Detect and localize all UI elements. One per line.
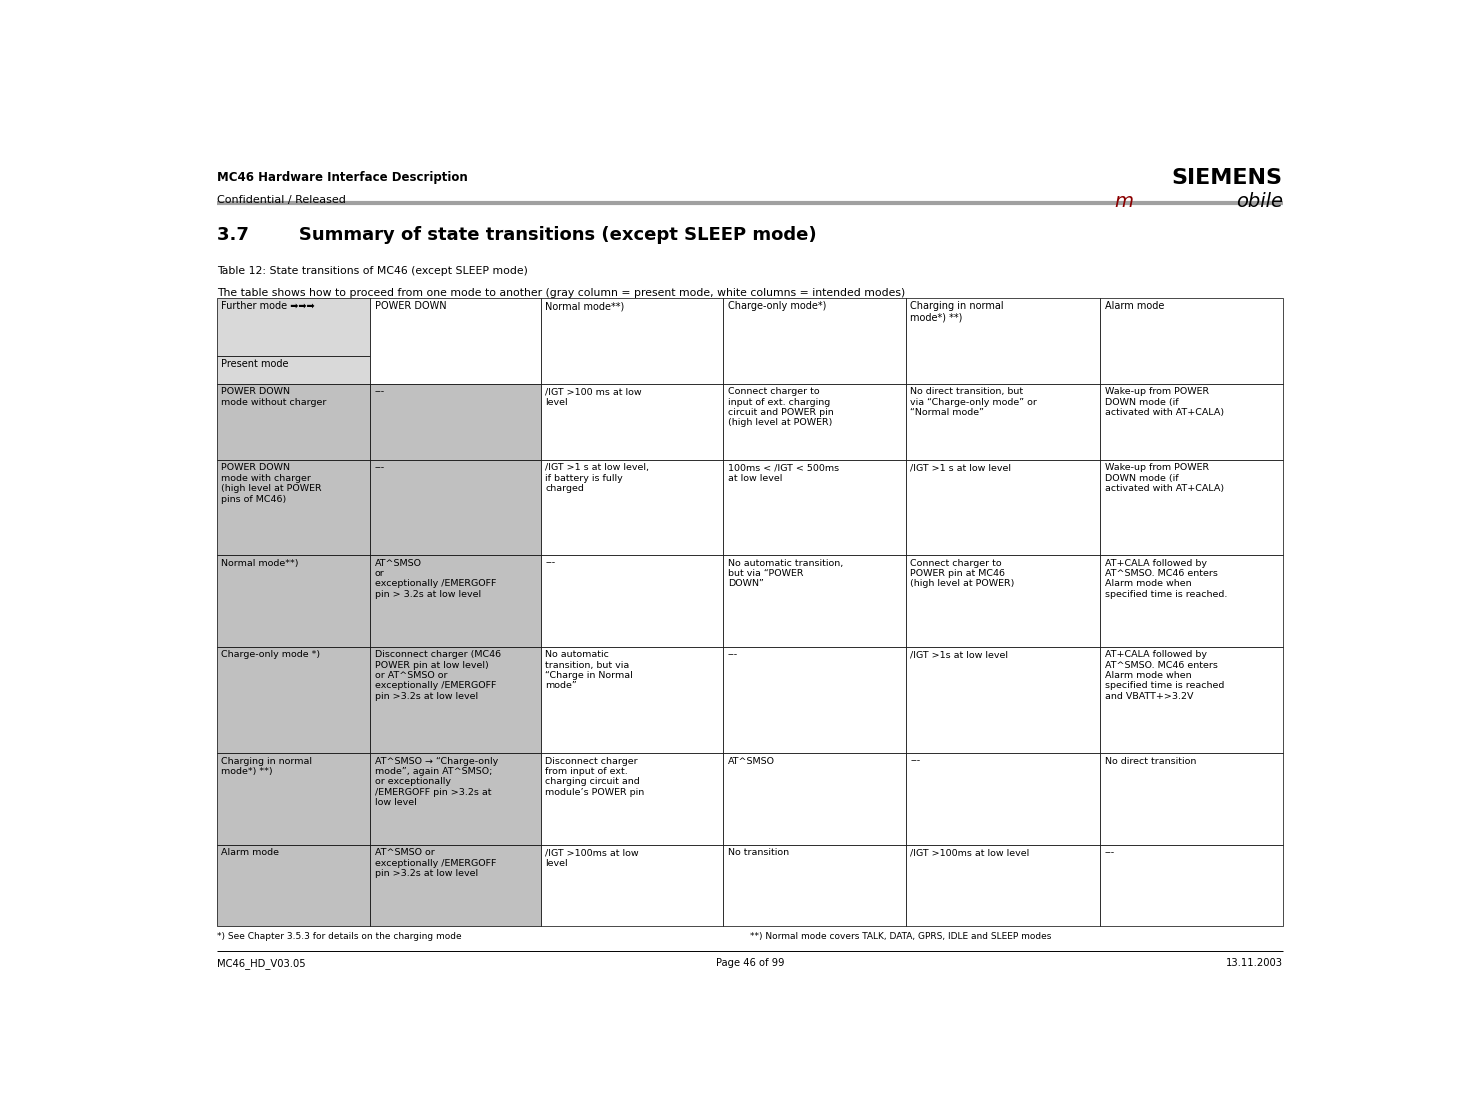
Text: obile: obile — [1236, 192, 1283, 211]
Bar — [1100, 555, 1283, 646]
Text: ---: --- — [910, 757, 920, 766]
Bar — [217, 383, 370, 460]
Text: /IGT >100ms at low
level: /IGT >100ms at low level — [546, 849, 639, 867]
Bar — [1100, 754, 1283, 845]
Bar — [217, 297, 370, 356]
Bar — [723, 845, 906, 926]
Bar — [906, 460, 1100, 555]
Text: Normal mode**): Normal mode**) — [546, 301, 625, 312]
Text: ---: --- — [1105, 849, 1115, 857]
Text: 100ms < /IGT < 500ms
at low level: 100ms < /IGT < 500ms at low level — [727, 463, 838, 483]
Text: No direct transition, but
via “Charge-only mode” or
“Normal mode”: No direct transition, but via “Charge-on… — [910, 387, 1037, 417]
Bar — [541, 460, 723, 555]
Bar — [541, 646, 723, 754]
Bar — [723, 297, 906, 383]
Bar — [370, 460, 541, 555]
Bar — [906, 845, 1100, 926]
Text: ---: --- — [375, 387, 385, 397]
Bar — [217, 356, 370, 383]
Text: No direct transition: No direct transition — [1105, 757, 1197, 766]
Bar — [541, 297, 723, 383]
Bar — [217, 460, 370, 555]
Bar — [1100, 845, 1283, 926]
Text: Page 46 of 99: Page 46 of 99 — [715, 958, 784, 968]
Text: /IGT >1s at low level: /IGT >1s at low level — [910, 650, 1008, 660]
Text: Alarm mode: Alarm mode — [1105, 301, 1165, 312]
Bar — [370, 555, 541, 646]
Text: MC46_HD_V03.05: MC46_HD_V03.05 — [217, 958, 306, 969]
Bar — [1100, 460, 1283, 555]
Bar — [1100, 297, 1283, 383]
Text: Normal mode**): Normal mode**) — [221, 558, 298, 568]
Text: Charge-only mode *): Charge-only mode *) — [221, 650, 320, 660]
Text: m: m — [1113, 192, 1132, 211]
Text: No transition: No transition — [727, 849, 789, 857]
Text: MC46 Hardware Interface Description: MC46 Hardware Interface Description — [217, 171, 468, 183]
Text: 13.11.2003: 13.11.2003 — [1226, 958, 1283, 968]
Text: /IGT >1 s at low level,
if battery is fully
charged: /IGT >1 s at low level, if battery is fu… — [546, 463, 650, 493]
Text: POWER DOWN
mode with charger
(high level at POWER
pins of MC46): POWER DOWN mode with charger (high level… — [221, 463, 322, 504]
Bar — [217, 845, 370, 926]
Text: /IGT >1 s at low level: /IGT >1 s at low level — [910, 463, 1011, 472]
Text: Further mode ➡➡➡: Further mode ➡➡➡ — [221, 301, 315, 312]
Bar — [217, 754, 370, 845]
Text: Alarm mode: Alarm mode — [221, 849, 279, 857]
Text: AT^SMSO or
exceptionally /EMERGOFF
pin >3.2s at low level: AT^SMSO or exceptionally /EMERGOFF pin >… — [375, 849, 496, 878]
Text: **) Normal mode covers TALK, DATA, GPRS, IDLE and SLEEP modes: **) Normal mode covers TALK, DATA, GPRS,… — [751, 933, 1050, 941]
Text: Charge-only mode*): Charge-only mode*) — [727, 301, 827, 312]
Text: POWER DOWN: POWER DOWN — [375, 301, 446, 312]
Text: /IGT >100 ms at low
level: /IGT >100 ms at low level — [546, 387, 642, 407]
Bar — [370, 646, 541, 754]
Text: AT^SMSO: AT^SMSO — [727, 757, 775, 766]
Bar — [541, 845, 723, 926]
Bar — [1100, 383, 1283, 460]
Text: Present mode: Present mode — [221, 359, 288, 369]
Bar — [541, 555, 723, 646]
Text: 3.7        Summary of state transitions (except SLEEP mode): 3.7 Summary of state transitions (except… — [217, 227, 816, 244]
Bar — [217, 555, 370, 646]
Text: Table 12: State transitions of MC46 (except SLEEP mode): Table 12: State transitions of MC46 (exc… — [217, 266, 528, 276]
Bar — [1100, 646, 1283, 754]
Text: Disconnect charger
from input of ext.
charging circuit and
module’s POWER pin: Disconnect charger from input of ext. ch… — [546, 757, 645, 797]
Text: Connect charger to
input of ext. charging
circuit and POWER pin
(high level at P: Connect charger to input of ext. chargin… — [727, 387, 834, 428]
Bar — [723, 754, 906, 845]
Bar — [217, 646, 370, 754]
Bar — [723, 460, 906, 555]
Text: AT^SMSO → “Charge-only
mode”, again AT^SMSO;
or exceptionally
/EMERGOFF pin >3.2: AT^SMSO → “Charge-only mode”, again AT^S… — [375, 757, 497, 808]
Bar — [723, 646, 906, 754]
Text: SIEMENS: SIEMENS — [1172, 168, 1283, 188]
Text: Wake-up from POWER
DOWN mode (if
activated with AT+CALA): Wake-up from POWER DOWN mode (if activat… — [1105, 387, 1225, 417]
Bar — [370, 845, 541, 926]
Bar — [906, 754, 1100, 845]
Text: POWER DOWN
mode without charger: POWER DOWN mode without charger — [221, 387, 326, 407]
Text: Confidential / Released: Confidential / Released — [217, 194, 345, 204]
Bar — [906, 555, 1100, 646]
Text: Wake-up from POWER
DOWN mode (if
activated with AT+CALA): Wake-up from POWER DOWN mode (if activat… — [1105, 463, 1225, 493]
Bar — [541, 754, 723, 845]
Text: Charging in normal
mode*) **): Charging in normal mode*) **) — [910, 301, 1004, 323]
Bar — [723, 555, 906, 646]
Text: Disconnect charger (MC46
POWER pin at low level)
or AT^SMSO or
exceptionally /EM: Disconnect charger (MC46 POWER pin at lo… — [375, 650, 500, 701]
Text: ---: --- — [546, 558, 556, 568]
Bar — [370, 754, 541, 845]
Text: AT+CALA followed by
AT^SMSO. MC46 enters
Alarm mode when
specified time is reach: AT+CALA followed by AT^SMSO. MC46 enters… — [1105, 650, 1225, 701]
Bar — [723, 383, 906, 460]
Text: ---: --- — [375, 463, 385, 472]
Text: Connect charger to
POWER pin at MC46
(high level at POWER): Connect charger to POWER pin at MC46 (hi… — [910, 558, 1015, 588]
Bar — [906, 297, 1100, 383]
Text: AT+CALA followed by
AT^SMSO. MC46 enters
Alarm mode when
specified time is reach: AT+CALA followed by AT^SMSO. MC46 enters… — [1105, 558, 1227, 599]
Bar — [906, 646, 1100, 754]
Text: /IGT >100ms at low level: /IGT >100ms at low level — [910, 849, 1030, 857]
Bar — [541, 383, 723, 460]
Text: No automatic
transition, but via
“Charge in Normal
mode”: No automatic transition, but via “Charge… — [546, 650, 633, 691]
Bar — [370, 383, 541, 460]
Text: *) See Chapter 3.5.3 for details on the charging mode: *) See Chapter 3.5.3 for details on the … — [217, 933, 461, 941]
Text: ---: --- — [727, 650, 737, 660]
Text: The table shows how to proceed from one mode to another (gray column = present m: The table shows how to proceed from one … — [217, 288, 906, 298]
Text: AT^SMSO
or
exceptionally /EMERGOFF
pin > 3.2s at low level: AT^SMSO or exceptionally /EMERGOFF pin >… — [375, 558, 496, 599]
Bar — [906, 383, 1100, 460]
Text: Charging in normal
mode*) **): Charging in normal mode*) **) — [221, 757, 313, 776]
Text: No automatic transition,
but via “POWER
DOWN”: No automatic transition, but via “POWER … — [727, 558, 843, 588]
Bar — [370, 297, 541, 383]
